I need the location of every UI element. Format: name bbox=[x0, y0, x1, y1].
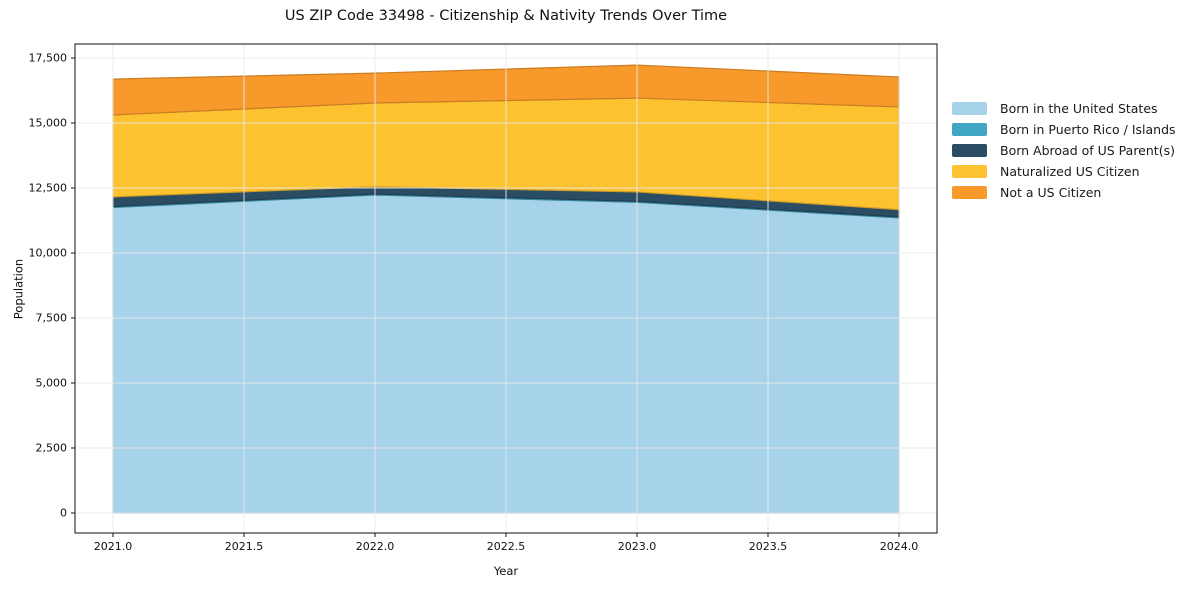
x-tick-label: 2023.5 bbox=[748, 540, 788, 553]
legend-label: Born Abroad of US Parent(s) bbox=[1000, 143, 1175, 158]
x-tick-label: 2022.0 bbox=[355, 540, 395, 553]
legend-item: Born Abroad of US Parent(s) bbox=[952, 140, 1176, 161]
x-tick-label: 2021.5 bbox=[224, 540, 264, 553]
legend-item: Born in Puerto Rico / Islands bbox=[952, 119, 1176, 140]
y-tick-label: 5,000 bbox=[35, 376, 68, 390]
legend-swatch bbox=[952, 186, 987, 199]
y-tick-label: 2,500 bbox=[35, 441, 68, 455]
legend-swatch bbox=[952, 165, 987, 178]
chart-title: US ZIP Code 33498 - Citizenship & Nativi… bbox=[284, 8, 728, 24]
x-tick-label: 2021.0 bbox=[93, 540, 133, 553]
legend-label: Born in Puerto Rico / Islands bbox=[1000, 122, 1176, 137]
y-tick-label: 10,000 bbox=[28, 246, 68, 260]
y-tick-label: 17,500 bbox=[28, 51, 68, 65]
legend-swatch bbox=[952, 123, 987, 136]
legend-item: Naturalized US Citizen bbox=[952, 161, 1176, 182]
y-tick-label: 12,500 bbox=[28, 181, 68, 195]
legend-item: Born in the United States bbox=[952, 98, 1176, 119]
y-tick-label: 15,000 bbox=[28, 116, 68, 130]
y-tick-label: 7,500 bbox=[35, 311, 68, 325]
x-tick-label: 2023.0 bbox=[617, 540, 657, 553]
legend-label: Born in the United States bbox=[1000, 101, 1158, 116]
legend-label: Naturalized US Citizen bbox=[1000, 164, 1140, 179]
legend-swatch bbox=[952, 144, 987, 157]
legend-label: Not a US Citizen bbox=[1000, 185, 1102, 200]
y-tick-label: 0 bbox=[60, 506, 67, 520]
legend-item: Not a US Citizen bbox=[952, 182, 1176, 203]
x-axis-label: Year bbox=[493, 564, 519, 578]
x-tick-label: 2024.0 bbox=[879, 540, 919, 553]
x-tick-label: 2022.5 bbox=[486, 540, 526, 553]
legend: Born in the United States Born in Puerto … bbox=[952, 98, 1176, 203]
legend-swatch bbox=[952, 102, 987, 115]
